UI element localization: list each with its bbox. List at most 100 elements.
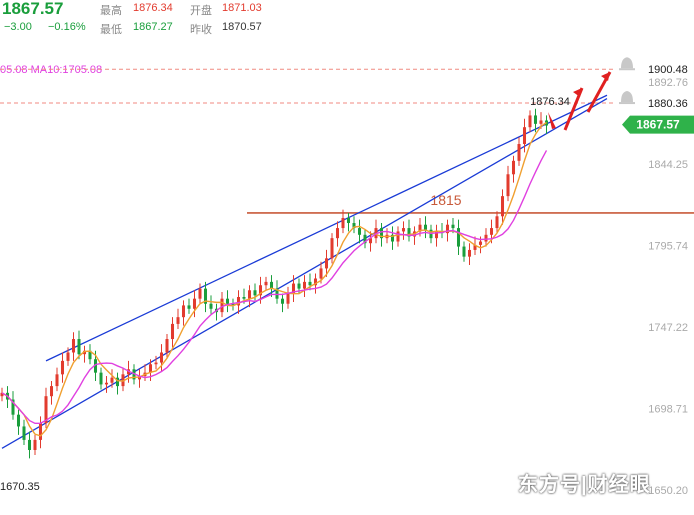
- last-price-tag: [622, 115, 694, 134]
- candle-body: [165, 339, 169, 353]
- candle-body: [341, 217, 345, 229]
- candle-body: [231, 303, 235, 306]
- candle-body: [275, 288, 279, 299]
- candle-body: [170, 323, 175, 340]
- price-change-pct: −0.16%: [48, 21, 86, 33]
- candle-body: [379, 228, 384, 239]
- bell-body: [621, 91, 633, 103]
- ma5-line: [1, 121, 547, 437]
- candle-body: [77, 339, 81, 355]
- candle-body: [467, 249, 472, 257]
- candle-body: [154, 362, 158, 365]
- candle-body: [396, 231, 400, 242]
- candle-body: [27, 439, 32, 450]
- bell-icon: [619, 57, 635, 71]
- candle-body: [236, 297, 241, 306]
- candle-body: [522, 127, 527, 145]
- candle-body: [297, 283, 301, 289]
- candle-body: [16, 414, 21, 427]
- candle-body: [434, 231, 439, 239]
- bell-base: [619, 68, 635, 71]
- candle-body: [159, 352, 164, 363]
- candle-body: [44, 396, 48, 424]
- bell-body: [621, 57, 633, 69]
- candle-body: [192, 298, 197, 309]
- low-marker-label: 1670.35: [0, 481, 40, 493]
- price-change: −3.00: [4, 21, 32, 33]
- candle-body: [478, 241, 483, 245]
- candle-body: [110, 377, 114, 383]
- candle-body: [209, 303, 213, 309]
- trend-arrow-head: [573, 88, 582, 97]
- support-line-label: 1815: [430, 192, 461, 208]
- candle-body: [220, 298, 224, 313]
- candle-body: [302, 281, 307, 289]
- ma10-line: [1, 150, 548, 425]
- candle-body: [528, 115, 532, 128]
- candle-body: [423, 224, 428, 230]
- ma-legend: 05.08 MA10:1705.08: [0, 64, 103, 76]
- candle-body: [500, 196, 505, 217]
- candle-body: [71, 339, 76, 353]
- y-tick-label: 1698.71: [648, 403, 688, 415]
- candle-body: [88, 350, 92, 360]
- trend-arrow-head: [601, 72, 610, 81]
- candle-body: [66, 352, 70, 361]
- low-value: 1867.27: [133, 21, 173, 33]
- candle-body: [33, 439, 37, 450]
- last-price-tag-label: 1867.57: [636, 118, 680, 132]
- candle-body: [258, 285, 263, 296]
- candle-body: [352, 223, 356, 229]
- candle-body: [187, 305, 191, 309]
- candle-body: [115, 377, 120, 387]
- candle-body: [38, 423, 43, 440]
- y-tick-label: 1650.20: [648, 485, 688, 497]
- candle-body: [335, 228, 340, 239]
- channel-lower-line: [1, 98, 608, 449]
- candle-body: [368, 238, 373, 244]
- last-price: 1867.57: [2, 0, 64, 18]
- candle-body: [489, 228, 494, 235]
- bell-base: [619, 102, 635, 105]
- candle-body: [225, 298, 230, 304]
- candle-body: [539, 120, 543, 124]
- candle-body: [82, 350, 87, 355]
- candle-body: [330, 238, 334, 259]
- candle-body: [203, 288, 208, 304]
- candle-body: [269, 281, 274, 289]
- candle-body: [121, 374, 125, 387]
- candle-body: [506, 174, 510, 197]
- candle-body: [324, 258, 329, 269]
- candle-body: [484, 234, 488, 242]
- candle-body: [22, 426, 26, 440]
- candle-body: [253, 290, 257, 296]
- candle-body: [148, 364, 153, 373]
- candle-body: [11, 399, 15, 415]
- candle-body: [363, 234, 367, 244]
- candle-body: [181, 305, 186, 318]
- alert-level-label: 1900.48: [648, 64, 688, 76]
- channel-upper-line: [45, 94, 608, 362]
- watermark: 东方号|财经眼: [518, 474, 651, 496]
- high-label: 最高: [100, 5, 122, 17]
- candle-body: [511, 160, 516, 175]
- bell-icon: [619, 91, 635, 105]
- prev-close-value: 1870.57: [222, 21, 262, 33]
- trend-arrow-head: [548, 112, 556, 129]
- candle-body: [55, 374, 59, 387]
- candle-body: [0, 392, 4, 397]
- candle-body: [319, 268, 323, 279]
- candle-body: [280, 298, 285, 304]
- y-tick-label: 1795.74: [648, 240, 688, 252]
- candle-body: [473, 244, 477, 250]
- candle-body: [401, 228, 406, 232]
- candle-body: [176, 317, 180, 324]
- candle-body: [60, 360, 65, 375]
- alert-level-label: 1880.36: [648, 98, 688, 110]
- candle-body: [264, 281, 268, 286]
- candle-body: [198, 288, 202, 299]
- candle-body: [407, 228, 411, 237]
- candle-body: [242, 297, 246, 299]
- candle-body: [445, 224, 450, 234]
